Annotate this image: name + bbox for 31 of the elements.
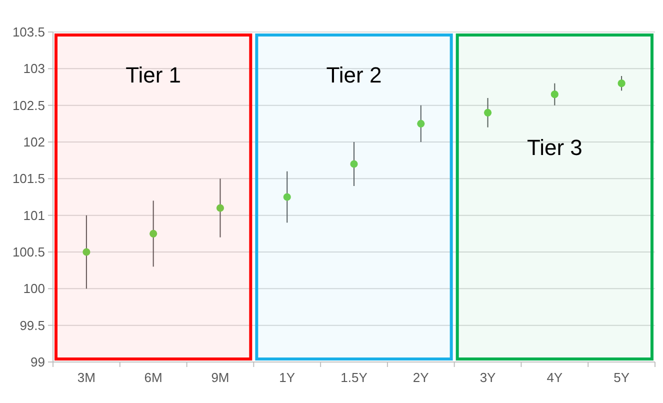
point — [216, 204, 224, 212]
point — [618, 80, 626, 88]
point — [82, 248, 90, 256]
x-tick-label: 4Y — [546, 370, 563, 385]
y-tick-label: 101 — [23, 208, 45, 223]
y-tick-label: 103 — [23, 61, 45, 76]
x-tick-label: 2Y — [412, 370, 430, 385]
x-tick-label: 3Y — [480, 370, 496, 385]
y-tick-label: 100 — [23, 281, 45, 296]
point — [150, 230, 158, 238]
x-tick-label: 1.5Y — [340, 370, 368, 385]
y-tick-label: 102 — [23, 134, 45, 150]
band-label: Tier 3 — [526, 135, 582, 160]
point — [484, 108, 492, 116]
y-tick-label: 103.5 — [12, 24, 45, 40]
x-tick-label: 3M — [77, 370, 96, 385]
x-tick-label: 6M — [144, 370, 162, 385]
point — [283, 193, 291, 201]
y-tick-label: 101.5 — [12, 171, 45, 186]
y-tick-label: 100.5 — [12, 244, 45, 260]
x-tick-label: 1Y — [279, 370, 296, 385]
point — [417, 120, 425, 128]
band-label: Tier 2 — [326, 62, 382, 88]
x-tick-label: 5Y — [614, 370, 630, 385]
band-label: Tier 1 — [126, 62, 182, 88]
y-tick-label: 99.5 — [20, 318, 45, 333]
point — [350, 160, 358, 168]
x-tick-label: 9M — [211, 370, 230, 385]
y-tick-label: 99 — [30, 354, 45, 370]
y-tick-label: 102.5 — [12, 98, 45, 113]
point — [550, 90, 558, 98]
